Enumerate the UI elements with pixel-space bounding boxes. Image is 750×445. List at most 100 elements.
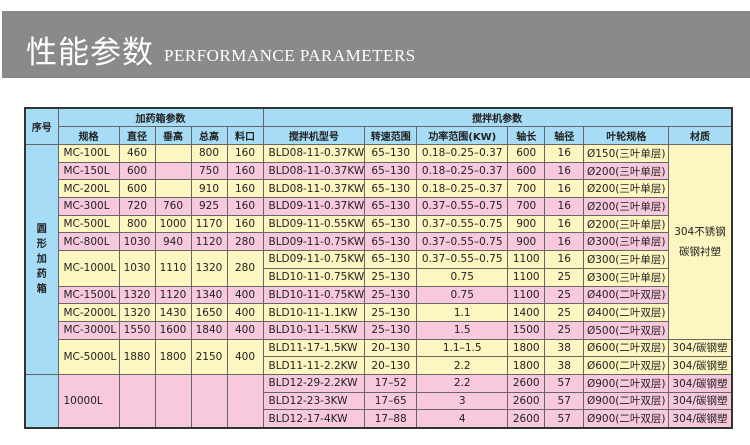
tank-feed-port: 400	[226, 303, 264, 322]
material: 304/碳钢塑	[668, 409, 733, 429]
shaft-diameter: 38	[544, 356, 585, 375]
group-label	[24, 373, 59, 429]
impeller-spec: Ø900(二叶双层)	[583, 391, 670, 411]
impeller-spec: Ø200(三叶单层)	[583, 214, 670, 234]
shaft-diameter: 38	[544, 338, 585, 358]
header-mixer-model: 搅拌机型号	[262, 126, 366, 145]
shaft-length: 900	[507, 232, 546, 252]
tank-vertical-height: 1120	[154, 285, 192, 305]
tank-diameter: 1550	[118, 320, 156, 340]
power-range: 1.1	[416, 303, 509, 322]
tank-total-height: 1840	[190, 320, 228, 340]
tank-diameter: 800	[118, 214, 156, 234]
tank-total-height	[190, 373, 228, 429]
shaft-diameter: 25	[544, 320, 585, 340]
power-range: 0.37–0.55–0.75	[416, 214, 509, 234]
table-row: MC-800L 1030 940 1120 280 BLD09-11-0.75KW 65–1…	[25, 232, 732, 252]
power-range: 0.37–0.55–0.75	[416, 250, 509, 269]
tank-diameter	[118, 373, 156, 429]
mixer-model: BLD12-17-4KW	[262, 409, 366, 429]
shaft-diameter: 25	[544, 267, 585, 287]
shaft-length: 2600	[507, 409, 546, 429]
impeller-spec: Ø150(三叶单层)	[583, 144, 670, 163]
table-row: 10000L BLD12-29-2.2KW 17–52 2.2 2600 57 Ø900(二…	[24, 373, 733, 429]
table-row: BLD12-23-3KW 17–65 3 2600 57 Ø900(二叶双层) 304/碳钢…	[25, 391, 733, 411]
performance-table: 序号 加药箱参数 搅拌机参数 规格 直径 垂高 总高 料口 搅拌机型号 转速范围 功率范围(K…	[24, 107, 733, 429]
header-spec: 规格	[57, 126, 120, 145]
speed-range: 20–130	[364, 338, 418, 358]
shaft-length: 1400	[507, 303, 546, 322]
tank-vertical-height: 1600	[154, 320, 192, 340]
tank-total-height: 800	[190, 144, 228, 163]
mixer-model: BLD09-11-0.37KW	[262, 197, 366, 216]
shaft-length: 1500	[507, 320, 546, 340]
shaft-diameter: 57	[544, 373, 585, 393]
tank-diameter: 1030	[118, 232, 156, 252]
tank-total-height: 750	[190, 161, 228, 181]
table-row: MC-200L 600 910 160 BLD08-11-0.37KW 65–130 0.1…	[25, 179, 732, 199]
mixer-model: BLD10-11-0.75KW	[262, 285, 366, 305]
tank-total-height: 1320	[190, 250, 228, 287]
impeller-spec: Ø300(三叶单层)	[583, 267, 670, 287]
speed-range: 17–88	[364, 409, 418, 429]
speed-range: 25–130	[364, 285, 418, 305]
speed-range: 65–130	[364, 161, 418, 181]
material: 304/碳钢塑	[668, 356, 733, 375]
shaft-length: 1800	[507, 356, 546, 375]
speed-range: 65–130	[364, 250, 418, 269]
shaft-length: 1100	[507, 285, 546, 305]
shaft-length: 2600	[507, 373, 546, 393]
shaft-diameter: 16	[544, 197, 585, 216]
impeller-spec: Ø500(二叶双层)	[583, 320, 670, 340]
power-range: 1.1–1.5	[416, 338, 509, 358]
tank-total-height: 1340	[190, 285, 228, 305]
impeller-spec: Ø300(三叶单层)	[583, 232, 670, 252]
mixer-model: BLD10-11-1.1KW	[262, 303, 366, 322]
speed-range: 65–130	[364, 179, 418, 199]
header-impeller-spec: 叶轮规格	[583, 126, 670, 145]
shaft-diameter: 16	[544, 161, 585, 181]
tank-vertical-height: 1110	[154, 250, 192, 287]
header-tank-group: 加药箱参数	[57, 107, 264, 127]
tank-spec: MC-300L	[57, 197, 120, 216]
tank-feed-port: 160	[226, 197, 264, 216]
tank-feed-port: 160	[226, 214, 264, 234]
material: 304/碳钢塑	[668, 338, 733, 358]
tank-spec: MC-200L	[57, 179, 120, 199]
power-range: 0.37–0.55–0.75	[416, 197, 509, 216]
tank-feed-port	[226, 373, 264, 429]
shaft-length: 700	[507, 197, 546, 216]
tank-vertical-height: 940	[154, 232, 192, 252]
impeller-spec: Ø900(二叶双层)	[583, 373, 670, 393]
mixer-model: BLD11-17-1.5KW	[262, 338, 366, 358]
mixer-model: BLD09-11-0.75KW	[262, 250, 366, 269]
mixer-model: BLD12-23-3KW	[262, 391, 366, 411]
impeller-spec: Ø400(二叶双层)	[583, 303, 670, 322]
speed-range: 65–130	[364, 214, 418, 234]
header-feed-port: 料口	[226, 126, 264, 145]
tank-feed-port: 280	[226, 250, 264, 287]
tank-spec: MC-500L	[57, 214, 120, 234]
tank-spec: MC-1500L	[57, 285, 120, 305]
table-row: MC-3000L 1550 1600 1840 400 BLD10-11-1.5KW 25–…	[25, 320, 732, 340]
header-material: 材质	[668, 126, 733, 145]
shaft-diameter: 57	[544, 409, 585, 429]
tank-total-height: 1170	[190, 214, 228, 234]
material: 304/碳钢塑	[668, 373, 733, 393]
table-row: MC-500L 800 1000 1170 160 BLD09-11-0.55KW 65–1…	[25, 214, 732, 234]
material-line-2: 碳钢衬塑	[678, 245, 721, 258]
material-merged: 304不锈钢 碳钢衬塑	[668, 144, 733, 340]
shaft-diameter: 25	[544, 285, 585, 305]
impeller-spec: Ø200(三叶单层)	[583, 179, 670, 199]
table-row: MC-2000L 1320 1430 1650 400 BLD10-11-1.1KW 25–…	[25, 303, 732, 322]
power-range: 0.75	[416, 267, 509, 287]
table-row: MC-1000L 1030 1110 1320 280 BLD09-11-0.75KW 65…	[25, 250, 732, 287]
shaft-length: 600	[507, 161, 546, 181]
tank-feed-port: 400	[226, 320, 264, 340]
tank-diameter: 1320	[118, 303, 156, 322]
impeller-spec: Ø300(三叶单层)	[583, 250, 670, 269]
tank-diameter: 720	[118, 197, 156, 216]
header-total-height: 总高	[190, 126, 228, 145]
tank-vertical-height	[154, 144, 192, 163]
shaft-diameter: 16	[544, 250, 585, 269]
